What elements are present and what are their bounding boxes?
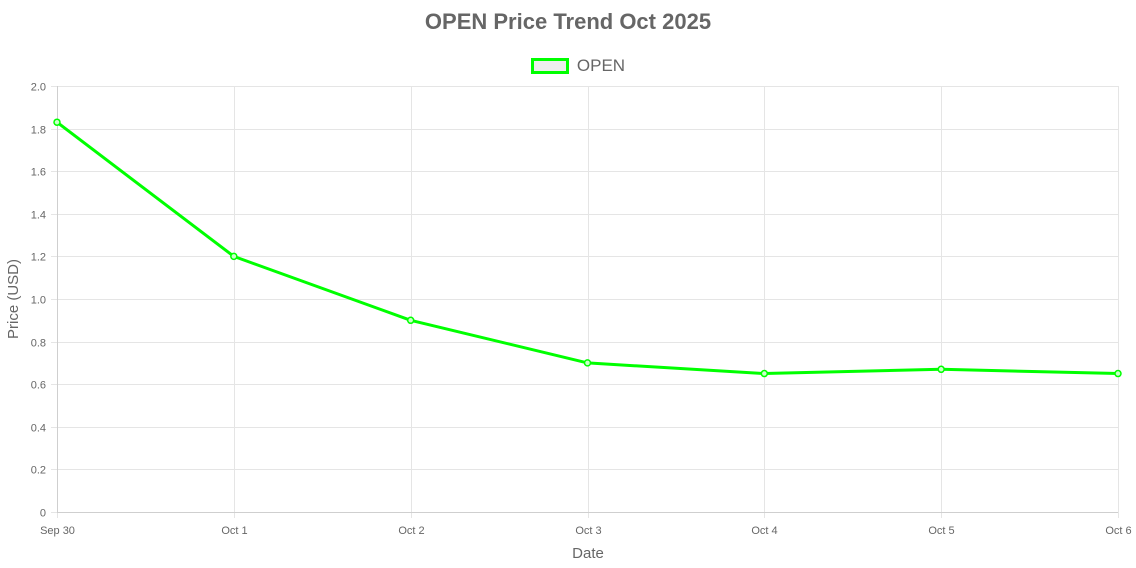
series-open [53, 118, 1122, 378]
x-tick-label: Oct 2 [398, 525, 424, 537]
x-tick-label: Oct 1 [221, 525, 247, 537]
x-tick-label: Sep 30 [40, 525, 75, 537]
axes: 0 0.2 0.4 0.6 0.8 1.0 1.2 1.4 1.6 1.8 2.0 Sep 30 Oct… [31, 82, 1132, 538]
data-point [230, 252, 238, 261]
grid-lines [57, 86, 1119, 518]
x-tick-label: Oct 3 [575, 525, 601, 537]
series-line-open [56, 121, 1119, 376]
chart-title: OPEN Price Trend Oct 2025 [424, 9, 712, 34]
x-tick-label: Oct 6 [1105, 525, 1131, 537]
data-point [53, 118, 61, 126]
data-point [583, 359, 592, 367]
data-point [760, 369, 769, 378]
y-tick-label: 0.4 [31, 423, 46, 435]
legend-label-open[interactable]: OPEN [576, 56, 626, 75]
y-axis-title: Price (USD) [5, 259, 22, 339]
data-point [937, 365, 945, 374]
y-tick-label: 0.2 [31, 465, 46, 477]
x-tick-label: Oct 5 [928, 525, 954, 537]
y-tick-label: 1.4 [31, 210, 46, 222]
legend-swatch-open[interactable] [530, 58, 569, 74]
y-tick-label: 1.0 [31, 295, 46, 307]
x-axis-title: Date [572, 545, 604, 562]
y-tick-label: 1.8 [31, 125, 46, 137]
y-tick-label: 0.8 [31, 338, 46, 350]
x-tick-label: Oct 4 [751, 525, 777, 537]
y-tick-label: 0 [40, 508, 46, 520]
y-tick-label: 1.6 [31, 167, 46, 179]
y-tick-label: 0.6 [31, 380, 46, 392]
data-point [1114, 369, 1122, 378]
y-tick-label: 1.2 [31, 252, 46, 264]
y-tick-label: 2.0 [31, 82, 46, 94]
data-point [406, 316, 415, 325]
legend: OPEN [0, 56, 1136, 76]
